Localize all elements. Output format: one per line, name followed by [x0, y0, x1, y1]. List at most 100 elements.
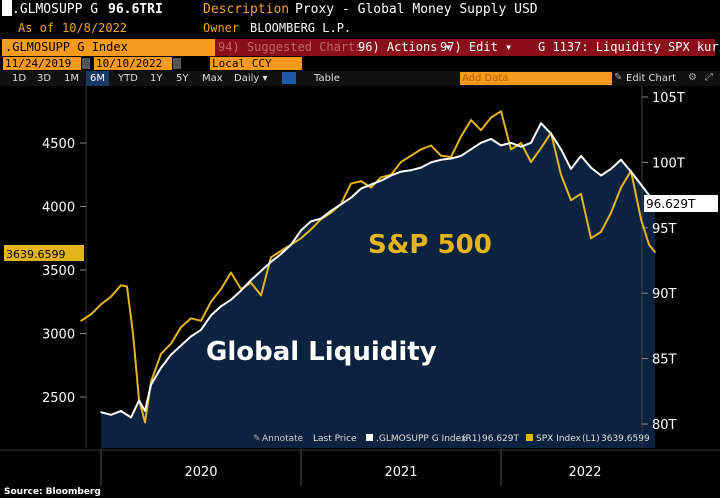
suggested-charts-button[interactable]: 94) Suggested Charts — [218, 40, 363, 54]
liquidity-point — [150, 383, 152, 386]
liquidity-point — [550, 132, 552, 135]
settings-icon[interactable]: ⚙ — [688, 72, 697, 83]
liquidity-point — [160, 366, 162, 369]
spx-point — [260, 294, 262, 297]
spx-point — [270, 256, 272, 259]
spx-point — [530, 161, 532, 163]
liquidity-point — [340, 203, 342, 206]
last-price-label: Last Price — [313, 434, 357, 444]
spx-point — [380, 176, 382, 179]
spx-point — [150, 380, 152, 383]
add-data-input[interactable]: Add Data — [460, 72, 612, 85]
spx-point — [520, 142, 522, 144]
spx-point — [170, 342, 172, 345]
period-6m[interactable]: 6M — [86, 71, 109, 86]
spx-last-value-tag: 3639.6599 — [4, 245, 84, 261]
spx-point — [610, 212, 612, 214]
liquidity-point — [410, 169, 412, 172]
description-value: Proxy - Global Money Supply USD — [295, 2, 538, 17]
spx-legend-axis: (L1) — [582, 434, 600, 444]
liquidity-point — [540, 122, 542, 124]
period-5y[interactable]: 5Y — [176, 73, 189, 84]
calendar-icon[interactable] — [173, 58, 181, 69]
edit-icon[interactable]: ✎ — [614, 72, 623, 83]
liquidity-area — [101, 123, 655, 448]
table-button[interactable]: Table — [314, 73, 340, 84]
spx-point — [300, 237, 302, 240]
liquidity-point — [280, 253, 282, 255]
spx-point — [360, 180, 362, 182]
header-row-2: As of 10/8/2022 Owner BLOOMBERG L.P. — [0, 20, 720, 38]
liquidity-point — [390, 174, 392, 177]
end-date-input[interactable]: 10/10/2022 — [94, 57, 172, 70]
period-max[interactable]: Max — [202, 73, 223, 84]
spx-point — [126, 285, 128, 288]
liquidity-point — [648, 194, 650, 196]
source-label: Source: Bloomberg — [4, 487, 101, 497]
spx-legend-swatch — [526, 434, 533, 441]
spx-point — [350, 182, 352, 185]
annotate-icon[interactable]: ✎ — [253, 434, 261, 444]
line-chart-icon[interactable] — [282, 72, 296, 84]
liquidity-point — [380, 179, 382, 182]
spx-point — [500, 110, 502, 113]
liquidity-point — [400, 170, 402, 173]
spx-point — [330, 212, 332, 214]
liquidity-point — [450, 157, 452, 160]
period-1m[interactable]: 1M — [64, 73, 79, 84]
spx-point — [420, 148, 422, 151]
liquidity-point — [170, 353, 172, 356]
price: 96.6TRI — [108, 2, 163, 17]
spx-point — [410, 154, 412, 157]
liquidity-last-value-tag: 96.629T — [644, 195, 718, 212]
annotate-button[interactable]: Annotate — [262, 434, 304, 444]
liquidity-point — [290, 244, 292, 246]
spx-legend-label: SPX Index — [536, 434, 582, 444]
period-3d[interactable]: 3D — [37, 73, 52, 84]
left-tick-label: 4500 — [42, 137, 75, 152]
cursor-block — [2, 0, 12, 16]
edit-chart-button[interactable]: Edit Chart — [626, 73, 677, 84]
right-tick-label: 80T — [652, 418, 677, 433]
liquidity-point — [270, 261, 272, 263]
spx-point — [370, 186, 372, 189]
right-tick-label: 95T — [652, 222, 677, 237]
security-field[interactable]: .GLMOSUPP G Index — [2, 39, 215, 56]
spx-point — [210, 300, 212, 303]
spx-point — [220, 288, 222, 290]
liquidity-point — [230, 298, 232, 301]
period-ytd[interactable]: YTD — [118, 73, 138, 84]
header-row-1: .GLMOSUPP G 96.6TRI Description Proxy - … — [0, 0, 720, 22]
period-1d[interactable]: 1D — [12, 73, 27, 84]
edit-button[interactable]: 97) Edit ▾ — [440, 40, 513, 54]
liquidity-point — [310, 220, 312, 223]
x-tick-label: 2021 — [384, 465, 417, 480]
spx-point — [200, 320, 202, 322]
spx-point — [230, 271, 232, 274]
spx-point — [100, 303, 102, 306]
chart-name: G 1137: Liquidity SPX kurz — [538, 40, 720, 54]
liquidity-point — [138, 399, 140, 402]
calendar-icon[interactable] — [82, 58, 90, 69]
liquidity-point — [350, 196, 352, 199]
liquidity-point — [190, 335, 192, 338]
asof-value: 10/8/2022 — [62, 21, 128, 35]
liquidity-point — [330, 209, 332, 212]
start-date-input[interactable]: 11/24/2019 — [3, 57, 81, 70]
liquidity-point — [110, 414, 112, 416]
period-1y[interactable]: 1Y — [150, 73, 163, 84]
spx-point — [640, 218, 642, 220]
liquidity-point — [654, 205, 656, 208]
liquidity-point — [360, 187, 362, 190]
fullscreen-icon[interactable]: ⤢ — [705, 72, 713, 83]
actions-button[interactable]: 96) Actions ▾ — [358, 40, 452, 54]
description-label: Description — [203, 2, 290, 17]
liquidity-point — [130, 416, 132, 419]
owner-label: Owner — [203, 21, 240, 35]
liquidity-point — [600, 174, 602, 177]
liquidity-point — [460, 155, 462, 157]
frequency-select[interactable]: Daily ▾ — [234, 73, 268, 84]
left-tick-label: 4000 — [42, 201, 75, 216]
currency-select[interactable]: Local CCY — [210, 57, 302, 70]
liquidity-legend-axis: (R1) — [462, 434, 481, 444]
